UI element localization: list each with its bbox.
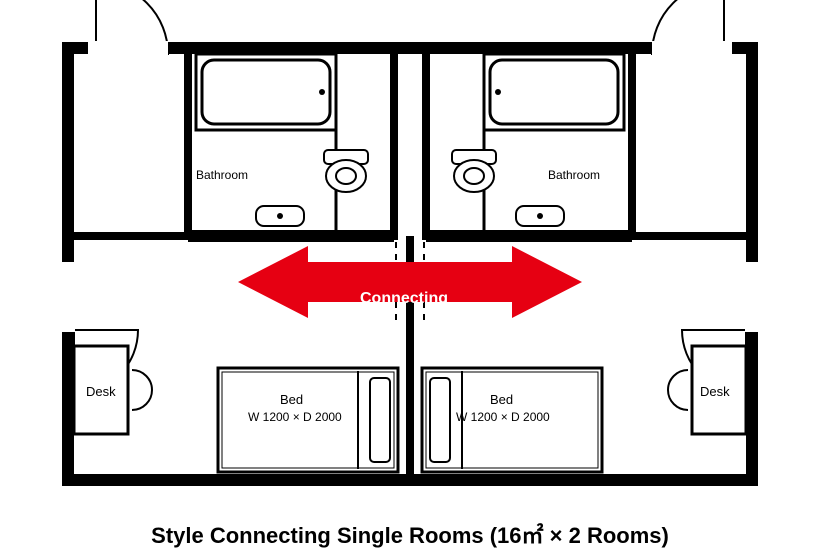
bed-label-right: Bed xyxy=(490,392,513,407)
floorplan-canvas: Bathroom Bathroom Desk Desk Bed W 1200 ×… xyxy=(0,0,820,560)
bathroom-label-left: Bathroom xyxy=(196,168,248,182)
desk-label-left: Desk xyxy=(86,384,116,399)
desk-label-right: Desk xyxy=(700,384,730,399)
bed-dims-right: W 1200 × D 2000 xyxy=(456,410,550,424)
floorplan-svg xyxy=(0,0,820,560)
bed-label-left: Bed xyxy=(280,392,303,407)
connecting-label: Connecting xyxy=(360,290,448,308)
floorplan-title: Style Connecting Single Rooms (16㎡ × 2 R… xyxy=(0,518,820,550)
bathroom-label-right: Bathroom xyxy=(548,168,600,182)
bed-dims-left: W 1200 × D 2000 xyxy=(248,410,342,424)
